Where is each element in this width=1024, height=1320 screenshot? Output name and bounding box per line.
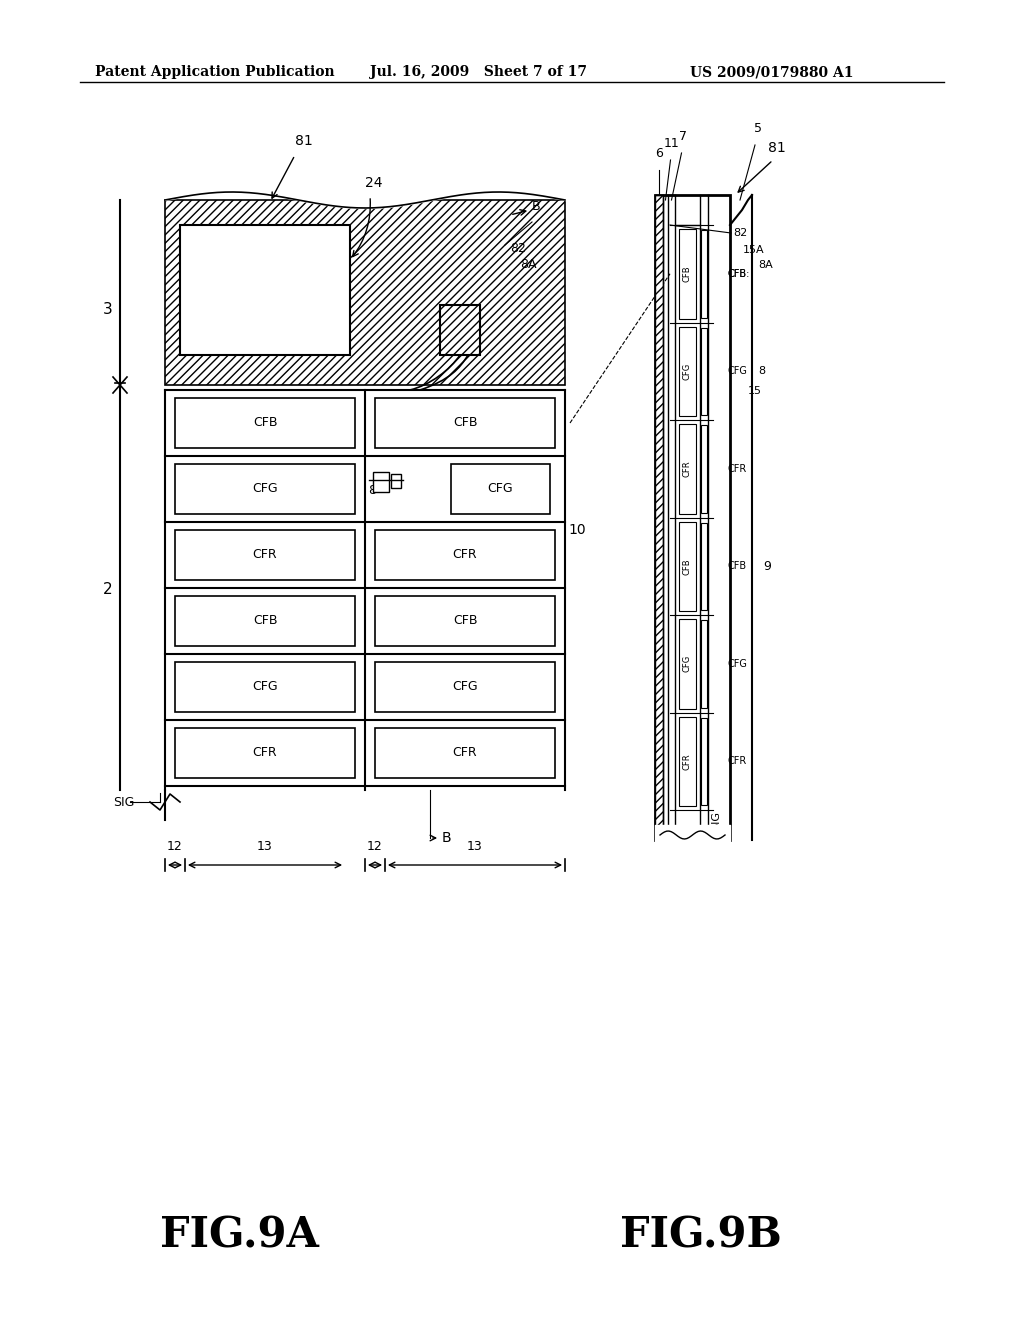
Bar <box>679 717 696 807</box>
Bar <box>679 619 696 709</box>
Text: CFG: CFG <box>252 483 278 495</box>
Text: 10: 10 <box>568 523 586 537</box>
Text: 2: 2 <box>103 582 113 598</box>
Text: 15A: 15A <box>743 246 765 255</box>
Text: 81: 81 <box>768 141 785 154</box>
Text: CFG: CFG <box>683 655 692 672</box>
Text: 12: 12 <box>167 840 183 853</box>
Text: CFB: CFB <box>453 615 477 627</box>
Text: 8A: 8A <box>520 259 537 272</box>
Text: FIG.9B: FIG.9B <box>620 1214 781 1257</box>
Text: 13: 13 <box>257 840 272 853</box>
Text: CFG: CFG <box>453 681 478 693</box>
Bar <box>375 729 555 777</box>
Text: CFR: CFR <box>728 756 748 766</box>
Text: 82: 82 <box>510 242 526 255</box>
Bar <box>701 327 707 414</box>
Bar <box>440 305 480 355</box>
Bar <box>701 718 707 805</box>
Text: CFB: CFB <box>728 561 748 572</box>
Bar <box>175 729 355 777</box>
Text: SIG: SIG <box>711 810 721 829</box>
Bar <box>175 663 355 711</box>
Text: CFB: CFB <box>253 615 278 627</box>
Bar <box>175 531 355 579</box>
Text: 5: 5 <box>754 121 762 135</box>
Text: CFB: CFB <box>683 558 692 574</box>
Text: 3: 3 <box>103 302 113 318</box>
Text: CFR: CFR <box>253 549 278 561</box>
Bar <box>701 620 707 708</box>
Bar <box>175 399 355 447</box>
Text: CFR: CFR <box>683 461 692 477</box>
Text: 24: 24 <box>365 176 383 190</box>
Bar <box>679 424 696 513</box>
Text: 6: 6 <box>655 147 663 160</box>
Bar <box>375 399 555 447</box>
Text: Patent Application Publication: Patent Application Publication <box>95 65 335 79</box>
Text: 11: 11 <box>664 137 679 150</box>
Bar <box>679 521 696 611</box>
Text: 8A: 8A <box>758 260 773 271</box>
Text: B: B <box>532 201 541 214</box>
Text: 13: 13 <box>467 840 483 853</box>
Text: 82: 82 <box>733 228 748 238</box>
Text: SIG: SIG <box>114 796 135 808</box>
Text: 8: 8 <box>758 366 765 376</box>
Bar <box>701 230 707 318</box>
Bar <box>451 465 550 513</box>
Text: FIG.9A: FIG.9A <box>160 1214 318 1257</box>
Bar <box>679 326 696 416</box>
Text: CFG: CFG <box>728 366 748 376</box>
Bar <box>655 195 730 840</box>
Bar <box>175 597 355 645</box>
Bar <box>701 523 707 610</box>
Text: 8: 8 <box>368 484 376 498</box>
Text: 12: 12 <box>368 840 383 853</box>
Text: CFR: CFR <box>453 549 477 561</box>
Text: 15: 15 <box>748 385 762 396</box>
Bar <box>701 425 707 512</box>
Bar <box>180 224 350 355</box>
Bar <box>375 597 555 645</box>
Text: US 2009/0179880 A1: US 2009/0179880 A1 <box>690 65 853 79</box>
Text: CFB: CFB <box>728 269 748 279</box>
Text: CFR: CFR <box>453 747 477 759</box>
Text: 9: 9 <box>763 560 771 573</box>
Text: CFG: CFG <box>683 363 692 380</box>
Text: CFR: CFR <box>728 463 748 474</box>
Text: CFB:: CFB: <box>728 269 751 279</box>
Text: 7: 7 <box>680 129 687 143</box>
Bar <box>373 473 389 492</box>
Text: CFG: CFG <box>728 659 748 669</box>
Text: Jul. 16, 2009   Sheet 7 of 17: Jul. 16, 2009 Sheet 7 of 17 <box>370 65 587 79</box>
Text: CFB: CFB <box>253 417 278 429</box>
Text: CFG: CFG <box>252 681 278 693</box>
Text: CFB: CFB <box>453 417 477 429</box>
Bar <box>165 201 565 385</box>
Text: CFR: CFR <box>253 747 278 759</box>
Text: CFR: CFR <box>683 752 692 770</box>
Text: 81: 81 <box>295 135 312 148</box>
Text: B: B <box>442 832 452 845</box>
Bar <box>375 531 555 579</box>
Text: CFG: CFG <box>487 483 513 495</box>
Bar <box>391 474 401 488</box>
Bar <box>175 465 355 513</box>
Bar <box>375 663 555 711</box>
Bar <box>679 228 696 318</box>
Bar <box>655 195 663 840</box>
Text: CFB: CFB <box>683 265 692 282</box>
